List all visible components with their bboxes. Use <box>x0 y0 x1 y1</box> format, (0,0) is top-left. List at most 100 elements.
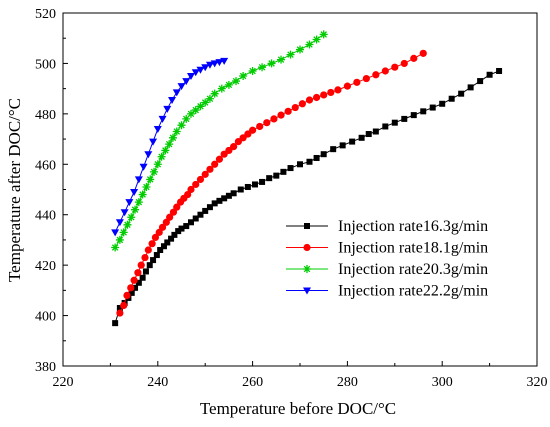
y-tick-label: 520 <box>35 7 56 22</box>
data-point <box>205 61 214 69</box>
data-point <box>216 197 223 204</box>
data-point <box>280 168 287 175</box>
data-point <box>381 67 389 75</box>
x-tick-label: 220 <box>53 375 74 390</box>
data-point <box>303 265 311 273</box>
x-tick-label: 320 <box>527 375 548 390</box>
data-point <box>153 252 160 259</box>
data-point <box>151 233 160 242</box>
data-point <box>197 211 204 218</box>
data-point <box>192 215 199 222</box>
data-point <box>186 109 195 118</box>
legend-label: Injection rate20.3g/min <box>338 261 488 278</box>
series <box>111 57 229 237</box>
data-point <box>251 181 258 188</box>
data-point <box>298 100 306 108</box>
data-point <box>249 126 257 134</box>
data-point <box>297 161 303 168</box>
legend-item: Injection rate20.3g/min <box>286 261 488 278</box>
legend: Injection rate16.3g/min Injection rate18.… <box>286 218 488 300</box>
data-point <box>187 219 194 226</box>
data-point <box>146 175 155 184</box>
data-point <box>217 84 226 93</box>
data-point <box>177 121 186 130</box>
data-point <box>365 131 372 138</box>
data-point <box>196 66 205 74</box>
data-point <box>192 180 200 189</box>
data-point <box>148 240 156 248</box>
data-point <box>139 163 148 171</box>
data-point <box>111 229 120 237</box>
data-point <box>362 74 370 83</box>
data-point <box>127 213 136 222</box>
y-axis-label: Temperature after DOC/°C <box>5 98 24 282</box>
data-point <box>259 178 266 185</box>
data-point <box>149 138 158 146</box>
data-point <box>137 261 145 269</box>
data-point <box>161 146 170 155</box>
data-point <box>201 64 210 72</box>
data-point <box>286 50 295 59</box>
legend-item: Injection rate18.1g/min <box>286 240 488 257</box>
data-point <box>202 207 209 214</box>
legend-label: Injection rate22.2g/min <box>338 283 488 300</box>
data-point <box>168 235 175 242</box>
x-tick-label: 280 <box>337 375 358 390</box>
data-point <box>372 128 379 135</box>
data-point <box>164 239 171 246</box>
data-point <box>120 301 128 310</box>
data-point <box>230 143 238 151</box>
data-point <box>256 122 264 131</box>
data-point <box>123 291 131 299</box>
data-point <box>171 231 178 238</box>
data-point <box>165 140 174 149</box>
data-point <box>486 71 493 78</box>
series <box>111 30 328 252</box>
data-point <box>157 152 166 161</box>
data-point <box>266 175 273 182</box>
data-point <box>132 284 139 291</box>
data-point <box>116 309 124 317</box>
legend-label: Injection rate18.1g/min <box>338 240 488 257</box>
data-point <box>141 253 149 262</box>
data-point <box>177 83 186 91</box>
data-point <box>303 243 311 252</box>
data-point <box>419 49 427 57</box>
y-tick-label: 380 <box>35 360 56 375</box>
series-line <box>114 34 324 248</box>
data-point <box>287 165 294 172</box>
data-point <box>168 133 177 142</box>
data-point <box>150 167 159 176</box>
data-point <box>134 269 142 277</box>
y-tick-label: 420 <box>35 259 56 274</box>
data-point <box>130 189 139 197</box>
data-point <box>330 146 337 153</box>
data-point <box>448 95 455 102</box>
data-point <box>224 80 233 89</box>
data-point <box>215 155 224 163</box>
data-point <box>128 289 135 296</box>
data-point <box>116 305 123 312</box>
data-point <box>305 96 314 104</box>
data-point <box>258 63 267 72</box>
data-point <box>201 170 209 178</box>
data-point <box>173 203 181 211</box>
data-point <box>320 91 328 99</box>
data-point <box>232 77 241 86</box>
data-point <box>270 115 278 123</box>
data-point <box>358 134 365 141</box>
data-point <box>115 235 124 244</box>
data-point <box>191 69 200 77</box>
series <box>116 49 427 317</box>
data-point <box>135 279 142 286</box>
data-point <box>372 71 380 79</box>
data-point <box>196 175 205 184</box>
data-point <box>248 66 257 75</box>
data-point <box>196 102 205 111</box>
data-point <box>139 274 146 281</box>
data-point <box>131 205 140 214</box>
data-point <box>327 88 335 97</box>
data-point <box>210 89 219 98</box>
data-point <box>429 104 436 111</box>
